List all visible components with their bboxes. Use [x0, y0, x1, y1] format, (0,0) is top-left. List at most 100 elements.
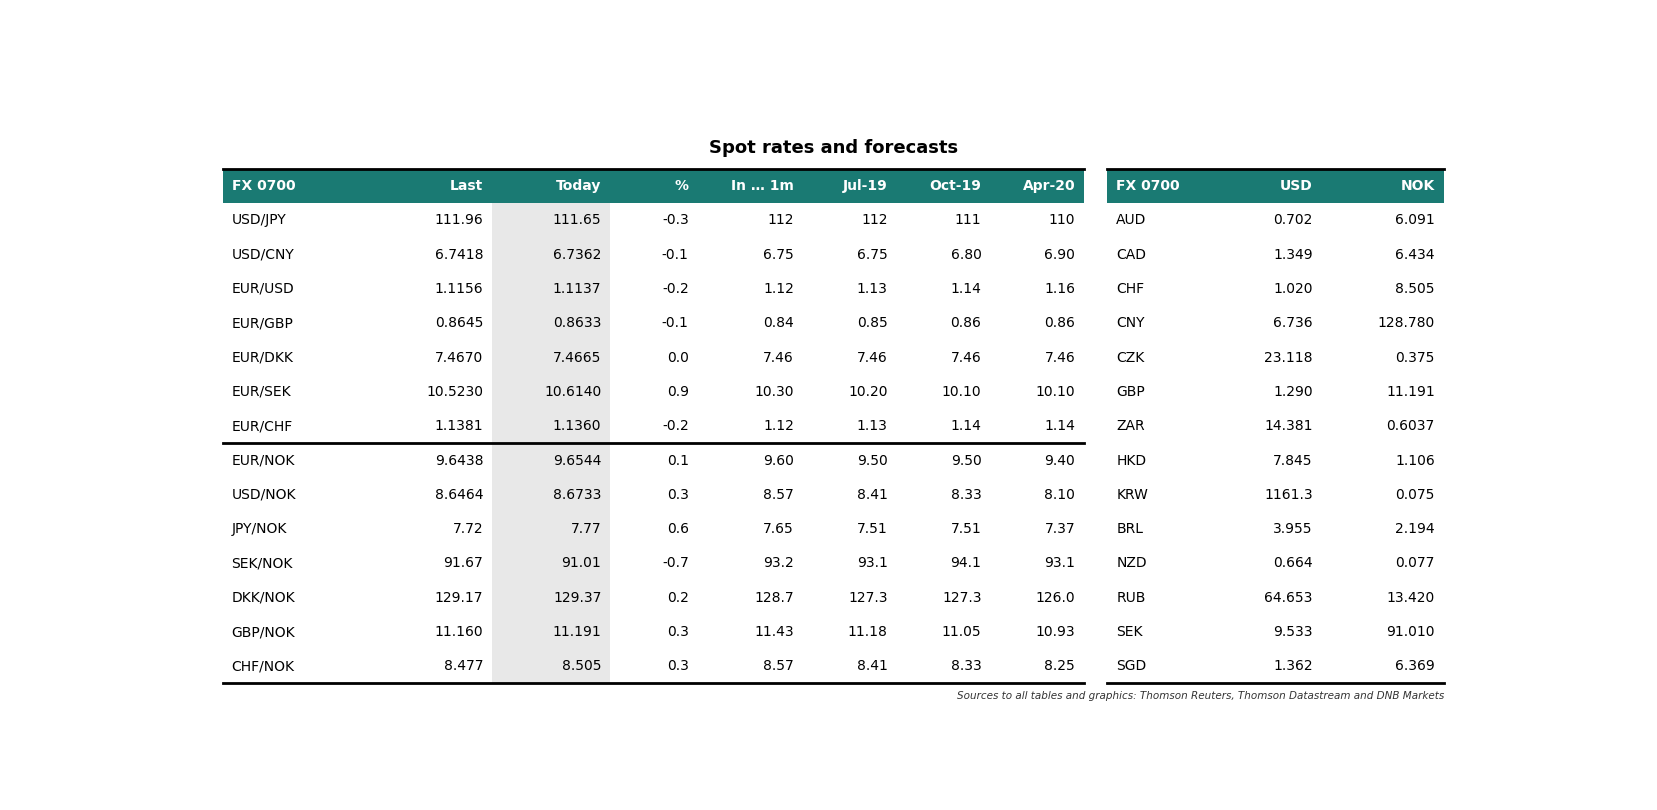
Text: Last: Last — [451, 179, 484, 193]
Text: 1.14: 1.14 — [951, 282, 981, 296]
FancyBboxPatch shape — [991, 169, 1084, 203]
Text: 9.50: 9.50 — [857, 454, 888, 467]
FancyBboxPatch shape — [1107, 169, 1213, 203]
Text: 6.75: 6.75 — [857, 248, 888, 262]
Text: 112: 112 — [862, 213, 888, 228]
Text: 6.091: 6.091 — [1395, 213, 1435, 228]
Text: 11.43: 11.43 — [754, 625, 794, 639]
Text: 10.10: 10.10 — [941, 385, 981, 399]
Text: 7.51: 7.51 — [951, 522, 981, 536]
Text: 0.375: 0.375 — [1395, 351, 1435, 365]
Text: 0.3: 0.3 — [666, 625, 689, 639]
Text: BRL: BRL — [1117, 522, 1143, 536]
Text: In … 1m: In … 1m — [731, 179, 794, 193]
Text: 0.075: 0.075 — [1395, 488, 1435, 502]
Text: 1.14: 1.14 — [951, 420, 981, 433]
Text: GBP/NOK: GBP/NOK — [232, 625, 295, 639]
Text: 7.4670: 7.4670 — [436, 351, 484, 365]
Text: 0.84: 0.84 — [764, 316, 794, 330]
Text: 91.01: 91.01 — [562, 556, 601, 570]
Text: 0.6037: 0.6037 — [1387, 420, 1435, 433]
Text: 10.20: 10.20 — [848, 385, 888, 399]
Text: 129.37: 129.37 — [553, 590, 601, 605]
Text: EUR/NOK: EUR/NOK — [232, 454, 295, 467]
Text: NOK: NOK — [1400, 179, 1435, 193]
Text: -0.2: -0.2 — [661, 282, 689, 296]
Text: -0.2: -0.2 — [661, 420, 689, 433]
Text: 8.505: 8.505 — [1395, 282, 1435, 296]
Text: 10.10: 10.10 — [1036, 385, 1075, 399]
Text: DKK/NOK: DKK/NOK — [232, 590, 295, 605]
Text: 1.020: 1.020 — [1273, 282, 1312, 296]
Text: 0.1: 0.1 — [666, 454, 689, 467]
Text: 0.077: 0.077 — [1395, 556, 1435, 570]
Text: 7.46: 7.46 — [764, 351, 794, 365]
Text: 0.85: 0.85 — [857, 316, 888, 330]
Text: 93.1: 93.1 — [857, 556, 888, 570]
Text: 11.05: 11.05 — [941, 625, 981, 639]
Text: 1.362: 1.362 — [1273, 659, 1312, 673]
Text: SEK: SEK — [1117, 625, 1143, 639]
FancyBboxPatch shape — [374, 169, 492, 203]
Text: 9.533: 9.533 — [1273, 625, 1312, 639]
Text: 1.1137: 1.1137 — [553, 282, 601, 296]
Text: 1.1156: 1.1156 — [434, 282, 484, 296]
Text: 7.77: 7.77 — [570, 522, 601, 536]
Text: 127.3: 127.3 — [941, 590, 981, 605]
Text: 1.12: 1.12 — [764, 420, 794, 433]
Text: 8.6733: 8.6733 — [553, 488, 601, 502]
Text: 1.14: 1.14 — [1044, 420, 1075, 433]
Text: USD: USD — [1281, 179, 1312, 193]
Text: 129.17: 129.17 — [434, 590, 484, 605]
Text: Jul-19: Jul-19 — [843, 179, 888, 193]
Text: RUB: RUB — [1117, 590, 1145, 605]
Text: AUD: AUD — [1117, 213, 1147, 228]
Text: 128.780: 128.780 — [1377, 316, 1435, 330]
Text: 128.7: 128.7 — [754, 590, 794, 605]
Text: 6.434: 6.434 — [1395, 248, 1435, 262]
Text: 111: 111 — [954, 213, 981, 228]
Text: 8.57: 8.57 — [764, 488, 794, 502]
Text: 1.16: 1.16 — [1044, 282, 1075, 296]
Text: 1.12: 1.12 — [764, 282, 794, 296]
Text: 91.67: 91.67 — [444, 556, 484, 570]
Text: GBP: GBP — [1117, 385, 1145, 399]
Text: 7.845: 7.845 — [1273, 454, 1312, 467]
Text: 6.7418: 6.7418 — [434, 248, 484, 262]
Text: 7.65: 7.65 — [764, 522, 794, 536]
Text: 9.40: 9.40 — [1044, 454, 1075, 467]
Text: 7.4665: 7.4665 — [553, 351, 601, 365]
Text: 8.41: 8.41 — [857, 488, 888, 502]
Text: 7.37: 7.37 — [1044, 522, 1075, 536]
Text: SGD: SGD — [1117, 659, 1147, 673]
Text: 0.2: 0.2 — [666, 590, 689, 605]
Text: SEK/NOK: SEK/NOK — [232, 556, 293, 570]
Text: 1161.3: 1161.3 — [1264, 488, 1312, 502]
Text: 11.160: 11.160 — [434, 625, 484, 639]
Text: 110: 110 — [1049, 213, 1075, 228]
Text: Apr-20: Apr-20 — [1022, 179, 1075, 193]
Text: 1.13: 1.13 — [857, 420, 888, 433]
Text: 8.25: 8.25 — [1044, 659, 1075, 673]
Text: CAD: CAD — [1117, 248, 1147, 262]
Text: 13.420: 13.420 — [1387, 590, 1435, 605]
Text: 93.2: 93.2 — [764, 556, 794, 570]
Text: 1.349: 1.349 — [1273, 248, 1312, 262]
Text: 9.6438: 9.6438 — [434, 454, 484, 467]
FancyBboxPatch shape — [222, 169, 374, 203]
Text: 6.90: 6.90 — [1044, 248, 1075, 262]
Text: 2.194: 2.194 — [1395, 522, 1435, 536]
FancyBboxPatch shape — [1322, 169, 1443, 203]
Text: 1.106: 1.106 — [1395, 454, 1435, 467]
Text: 14.381: 14.381 — [1264, 420, 1312, 433]
Text: 10.30: 10.30 — [754, 385, 794, 399]
Text: 0.86: 0.86 — [1044, 316, 1075, 330]
Text: 8.33: 8.33 — [951, 659, 981, 673]
Text: 7.51: 7.51 — [857, 522, 888, 536]
Text: 7.46: 7.46 — [857, 351, 888, 365]
Text: 6.80: 6.80 — [951, 248, 981, 262]
Text: EUR/USD: EUR/USD — [232, 282, 295, 296]
Text: Sources to all tables and graphics: Thomson Reuters, Thomson Datastream and DNB : Sources to all tables and graphics: Thom… — [956, 691, 1443, 701]
Text: NZD: NZD — [1117, 556, 1147, 570]
Text: 6.369: 6.369 — [1395, 659, 1435, 673]
